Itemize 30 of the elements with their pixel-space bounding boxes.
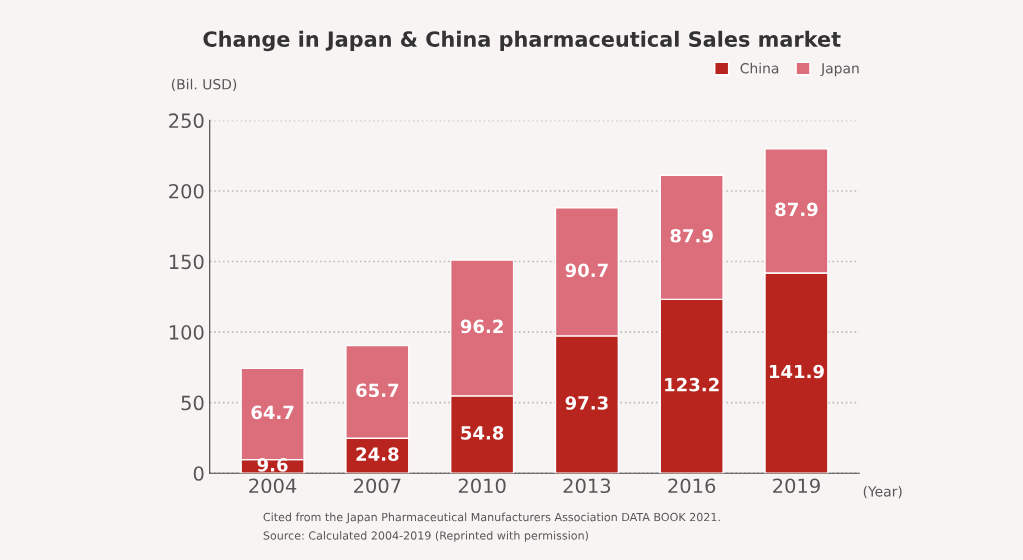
data-label: 24.8 [356, 447, 399, 461]
x-tick-label: 2010 [458, 478, 506, 494]
text: Cited from the Japan Pharmaceutical Manufacturers Association DATA BOOK 2021. [263, 512, 720, 524]
legend-label: Japan [820, 63, 859, 77]
x-tick-label: 2007 [354, 478, 401, 494]
y-tick-label: 200 [169, 183, 204, 199]
y-tick-label: 250 [169, 113, 204, 129]
data-label: 123.2 [665, 377, 719, 392]
data-label: 90.7 [565, 263, 608, 278]
legend-label: China [740, 62, 779, 74]
data-label: 141.9 [769, 364, 824, 379]
y-tick-label: 50 [181, 395, 204, 411]
x-tick-label: 2016 [668, 478, 716, 494]
data-label: 64.7 [251, 405, 294, 420]
y-axis-title: (Bil. USD) [171, 78, 237, 92]
x-tick-label: 2019 [773, 478, 820, 494]
y-tick-label: 0 [193, 466, 204, 481]
y-tick-label: 150 [169, 254, 204, 270]
data-label: 54.8 [461, 426, 504, 440]
x-axis-title: (Year) [863, 485, 902, 499]
chart-title: Change in Japan & China pharmaceutical Sales market [203, 30, 841, 52]
data-label: 87.9 [775, 202, 818, 217]
data-label: 87.9 [670, 228, 713, 243]
x-tick-label: 2004 [249, 478, 297, 494]
data-label: 65.7 [356, 383, 399, 398]
x-tick-label: 2013 [563, 478, 611, 494]
source-note: Source: Calculated 2004-2019 (Reprinted with permission) [263, 531, 588, 542]
data-label: 96.2 [460, 319, 503, 334]
data-label: 97.3 [565, 396, 608, 410]
y-tick-label: 100 [169, 325, 204, 340]
